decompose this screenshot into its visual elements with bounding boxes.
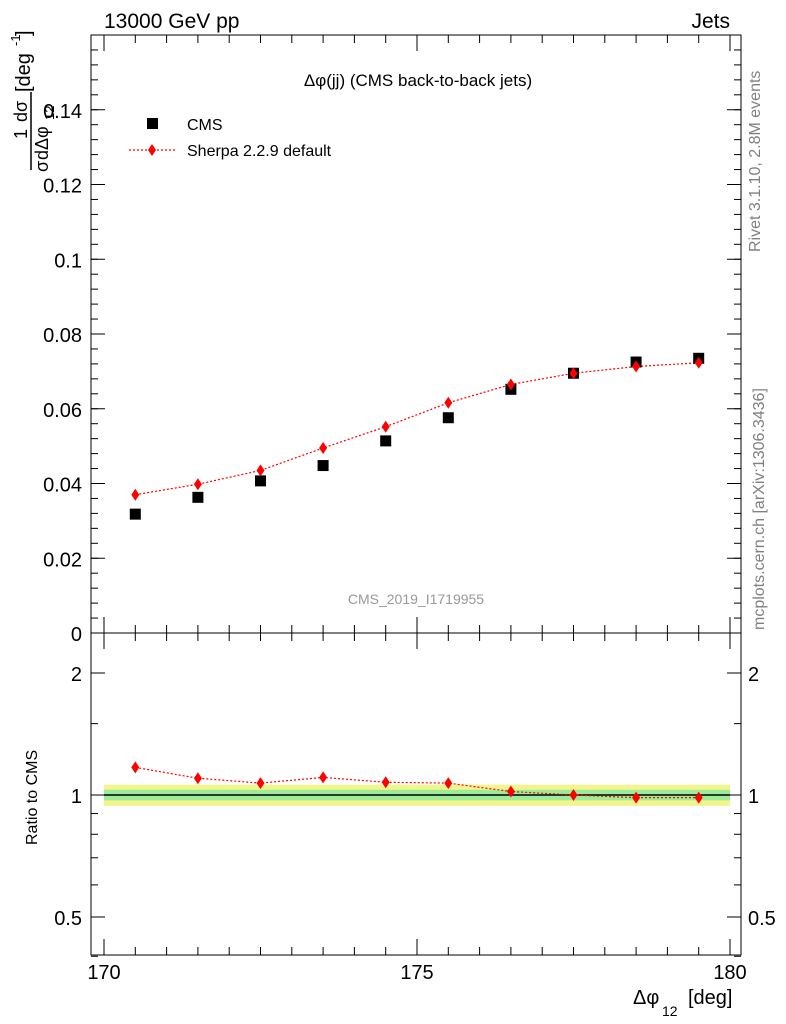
sherpa-data-point xyxy=(193,478,202,491)
y-tick-label: 0.04 xyxy=(43,475,82,497)
main-y-ticks: 0 0.02 0.04 0.06 0.08 0.1 0.12 0.14 xyxy=(43,49,741,646)
ratio-y-tick-label-right: 2 xyxy=(748,664,759,686)
ratio-y-tick-label: 0.5 xyxy=(54,908,82,930)
ratio-sherpa-point xyxy=(444,777,453,790)
ratio-y-tick-label: 2 xyxy=(71,664,82,686)
ratio-sherpa-point xyxy=(569,789,578,801)
ratio-y-tick-label-right: 1 xyxy=(748,786,759,808)
ylabel-one: 1 xyxy=(11,129,31,139)
sherpa-data-point xyxy=(694,356,703,369)
analysis-watermark: CMS_2019_I1719955 xyxy=(348,591,484,607)
ylabel-unit-close: ] xyxy=(13,30,35,36)
ratio-sherpa-point xyxy=(131,761,140,774)
main-x-ticks xyxy=(103,35,731,633)
ratio-sherpa-point xyxy=(632,791,641,804)
cms-data-point xyxy=(442,412,454,424)
rivet-version-label: Rivet 3.1.10, 2.8M events xyxy=(747,71,764,252)
ratio-y-axis-title: Ratio to CMS xyxy=(24,750,41,845)
x-tick-label: 175 xyxy=(400,962,433,984)
y-tick-label: 0.14 xyxy=(43,101,82,123)
ratio-sherpa-point xyxy=(694,791,703,804)
ylabel-unit-exponent: -1 xyxy=(8,34,23,46)
ratio-sherpa-point xyxy=(256,777,265,790)
y-tick-label: 0.08 xyxy=(43,325,82,347)
sherpa-data-point xyxy=(256,464,265,477)
legend-sherpa-label: Sherpa 2.2.9 default xyxy=(187,143,332,160)
y-axis-title: 1 dσ σ dΔφ 12 [deg -1 ] xyxy=(8,30,57,172)
ylabel-dsigma: dσ xyxy=(11,101,31,122)
cms-data-point xyxy=(317,460,329,472)
cms-data-point xyxy=(192,491,204,503)
sherpa-data-point xyxy=(569,367,578,380)
header-energy-label: 13000 GeV pp xyxy=(104,10,239,33)
x-tick-label: 170 xyxy=(87,962,120,984)
x-axis-title: Δφ 12 [deg] xyxy=(633,987,732,1019)
sherpa-data-point xyxy=(444,396,453,409)
x-tick-labels: 170 175 180 xyxy=(87,962,746,984)
cms-data-point xyxy=(129,508,141,520)
ratio-sherpa-point xyxy=(193,772,202,785)
y-tick-label: 0 xyxy=(71,624,82,646)
ratio-data xyxy=(131,761,703,804)
mcplots-reference-label: mcplots.cern.ch [arXiv:1306.3436] xyxy=(751,388,768,630)
cms-data-point xyxy=(255,475,266,487)
ratio-y-ticks: 0.5 0.5 1 1 2 2 xyxy=(54,664,776,957)
ratio-y-tick-label: 1 xyxy=(71,786,82,808)
plot-title: Δφ(jj) (CMS back-to-back jets) xyxy=(304,71,532,90)
sherpa-line xyxy=(135,362,699,496)
legend-sherpa-marker xyxy=(148,144,156,156)
y-tick-label: 0.06 xyxy=(43,400,82,422)
sherpa-data-point xyxy=(131,488,140,501)
legend-cms-label: CMS xyxy=(187,117,223,134)
xlabel-main: Δφ xyxy=(633,987,659,1009)
ylabel-sigma: σ xyxy=(32,161,52,172)
main-panel: Δφ(jj) (CMS back-to-back jets) CMS_2019_… xyxy=(43,34,742,646)
y-tick-label: 0.12 xyxy=(43,176,82,198)
xlabel-sub: 12 xyxy=(662,1003,678,1019)
ylabel-ddphi: dΔφ xyxy=(32,126,52,160)
ratio-sherpa-point xyxy=(381,776,390,789)
xlabel-unit: [deg] xyxy=(688,987,732,1009)
main-data xyxy=(129,352,705,520)
ratio-sherpa-point xyxy=(506,785,515,798)
ratio-x-ticks xyxy=(103,633,731,955)
x-tick-label: 180 xyxy=(713,962,746,984)
ylabel-ddphi-sub: 12 xyxy=(42,106,57,120)
header-observable-label: Jets xyxy=(691,10,730,33)
sherpa-data-point xyxy=(632,360,641,373)
ratio-sherpa-point xyxy=(319,771,328,784)
y-tick-label: 0.02 xyxy=(43,549,82,571)
sherpa-data-point xyxy=(506,378,515,391)
ratio-y-tick-label-right: 0.5 xyxy=(748,908,776,930)
legend: CMS Sherpa 2.2.9 default xyxy=(129,117,332,160)
sherpa-data-point xyxy=(381,420,390,433)
sherpa-data-point xyxy=(319,441,328,454)
y-tick-label: 0.1 xyxy=(54,250,82,272)
ratio-panel-frame xyxy=(90,632,742,956)
ratio-panel: 0.5 0.5 1 1 2 2 xyxy=(54,632,776,957)
cms-data-point xyxy=(380,435,392,447)
ylabel-unit: [deg xyxy=(13,53,35,92)
legend-cms-marker xyxy=(147,118,158,129)
